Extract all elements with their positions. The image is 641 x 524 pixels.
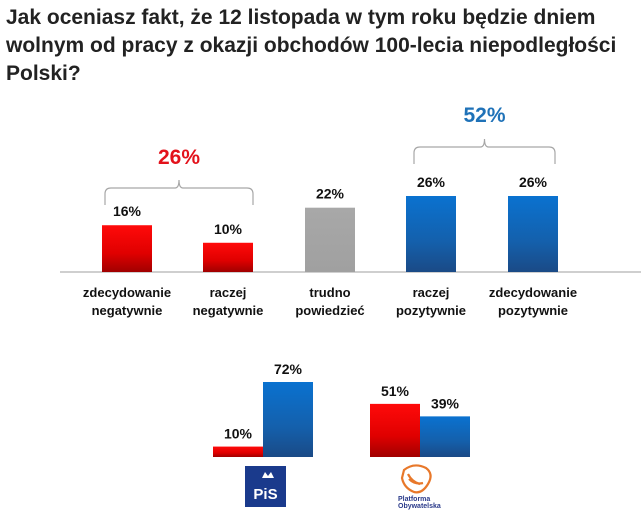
bar-red-1 (370, 403, 420, 457)
bar-0 (102, 225, 152, 272)
bar-blue-1 (420, 416, 470, 457)
bar-1 (203, 242, 253, 272)
category-label: raczej (210, 285, 247, 300)
data-label: 51% (381, 383, 410, 399)
category-label: zdecydowanie (83, 285, 171, 300)
po-logo-heart-icon (400, 464, 432, 494)
data-label: 26% (417, 174, 446, 190)
brace-negative (104, 179, 254, 205)
data-label: 72% (274, 361, 303, 377)
data-label: 22% (316, 186, 345, 202)
category-label: zdecydowanie (489, 285, 577, 300)
data-label: 39% (431, 395, 460, 411)
po-logo-text: Platforma (398, 496, 430, 503)
data-label: 10% (214, 221, 243, 237)
group-label-positive: 52% (463, 104, 505, 127)
category-label: raczej (413, 285, 450, 300)
category-label: negatywnie (92, 303, 163, 318)
category-label: pozytywnie (396, 303, 466, 318)
category-label: powiedzieć (295, 303, 364, 318)
chart-title: Jak oceniasz fakt, że 12 listopada w tym… (6, 6, 617, 85)
category-label: trudno (309, 285, 350, 300)
po-logo-text: Obywatelska (398, 503, 441, 510)
crown-icon (262, 472, 274, 478)
pis-logo-text: PiS (253, 486, 277, 503)
bar-3 (406, 196, 456, 272)
bar-2 (305, 207, 355, 272)
bar-red-0 (213, 446, 263, 457)
data-label: 10% (224, 426, 253, 442)
category-label: negatywnie (193, 303, 264, 318)
group-label-negative: 26% (158, 146, 200, 169)
data-label: 26% (519, 174, 548, 190)
data-label: 16% (113, 203, 142, 219)
bar-4 (508, 196, 558, 272)
bar-blue-0 (263, 382, 313, 457)
category-label: pozytywnie (498, 303, 568, 318)
brace-positive (413, 138, 556, 164)
